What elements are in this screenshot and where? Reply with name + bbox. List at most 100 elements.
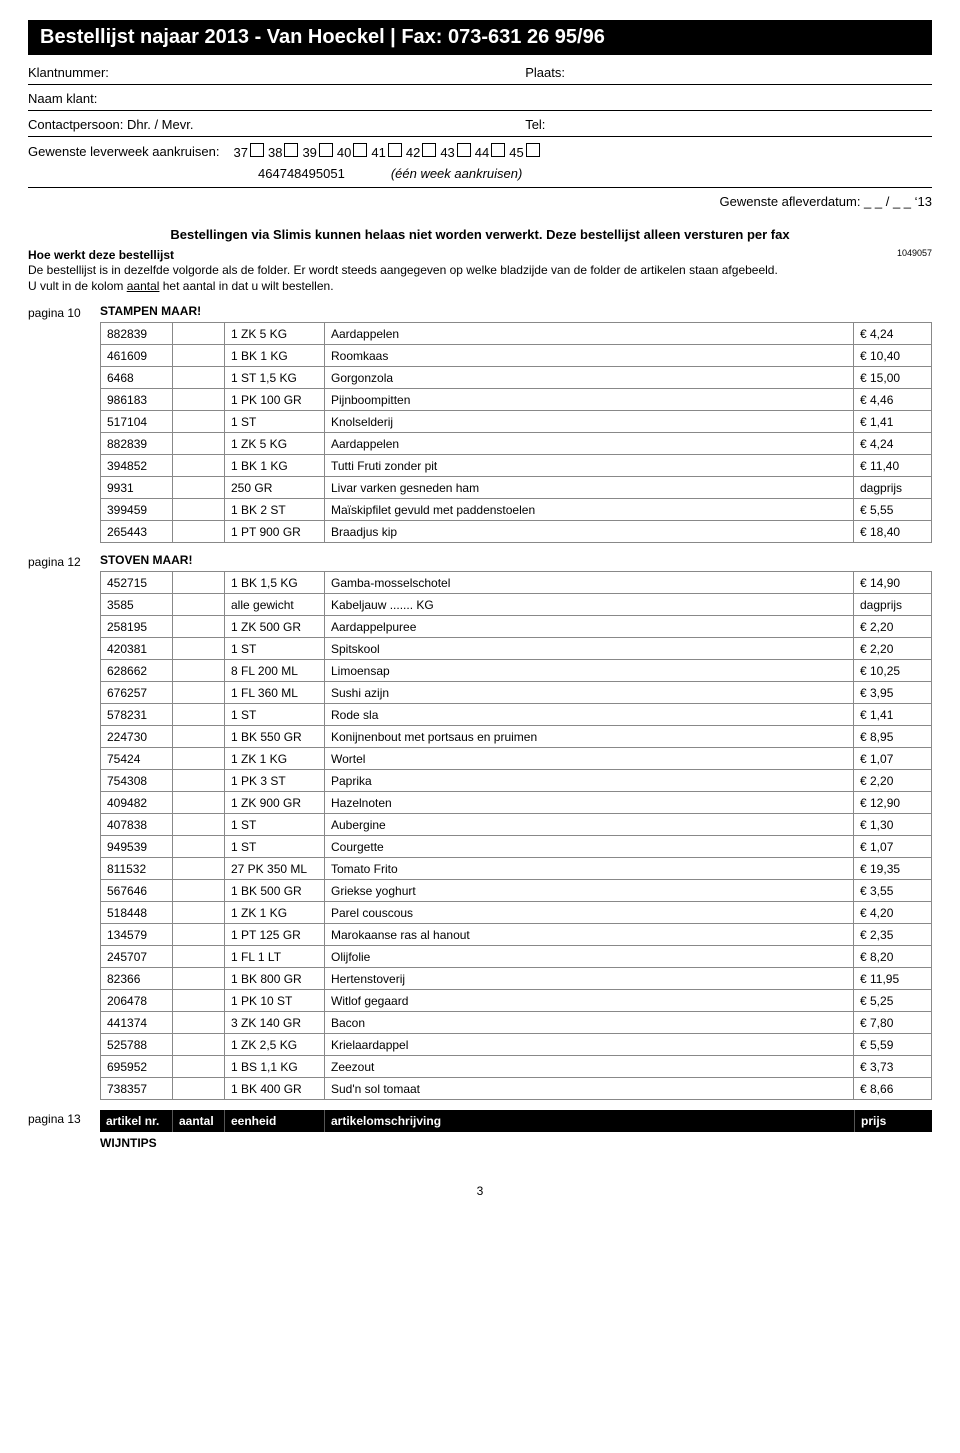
cell-desc: Aardappelen [325, 323, 854, 345]
cell-artnr: 452715 [101, 572, 173, 594]
week-checkbox[interactable] [284, 143, 298, 157]
cell-qty-input[interactable] [173, 455, 225, 477]
cell-qty-input[interactable] [173, 682, 225, 704]
cell-unit: alle gewicht [225, 594, 325, 616]
cell-qty-input[interactable] [173, 1056, 225, 1078]
cell-price: € 1,41 [854, 704, 932, 726]
week-number: 46 [258, 166, 272, 181]
cell-qty-input[interactable] [173, 880, 225, 902]
cell-qty-input[interactable] [173, 638, 225, 660]
table-row: 4527151 BK 1,5 KGGamba-mosselschotel€ 14… [101, 572, 932, 594]
footer-col-artnr: artikel nr. [100, 1110, 172, 1132]
week-checkbox[interactable] [353, 143, 367, 157]
order-section: pagina 12STOVEN MAAR!4527151 BK 1,5 KGGa… [28, 553, 932, 1100]
week-checkbox[interactable] [388, 143, 402, 157]
cell-qty-input[interactable] [173, 748, 225, 770]
page-number: 3 [28, 1184, 932, 1198]
table-row: 6762571 FL 360 MLSushi azijn€ 3,95 [101, 682, 932, 704]
contact-label: Contactpersoon: Dhr. / Mevr. [28, 117, 525, 132]
cell-qty-input[interactable] [173, 572, 225, 594]
cell-qty-input[interactable] [173, 433, 225, 455]
cell-qty-input[interactable] [173, 726, 225, 748]
cell-qty-input[interactable] [173, 660, 225, 682]
cell-unit: 3 ZK 140 GR [225, 1012, 325, 1034]
cell-desc: Hertenstoverij [325, 968, 854, 990]
cell-qty-input[interactable] [173, 946, 225, 968]
cell-unit: 1 ZK 2,5 KG [225, 1034, 325, 1056]
cell-desc: Parel couscous [325, 902, 854, 924]
week-checkbox[interactable] [491, 143, 505, 157]
cell-qty-input[interactable] [173, 770, 225, 792]
cell-qty-input[interactable] [173, 389, 225, 411]
week-number: 51 [330, 166, 344, 181]
cell-price: € 2,20 [854, 616, 932, 638]
cell-artnr: 986183 [101, 389, 173, 411]
table-row: 9861831 PK 100 GRPijnboompitten€ 4,46 [101, 389, 932, 411]
cell-price: dagprijs [854, 594, 932, 616]
cell-artnr: 628662 [101, 660, 173, 682]
cell-qty-input[interactable] [173, 323, 225, 345]
week-checkbox[interactable] [526, 143, 540, 157]
week-number: 49 [301, 166, 315, 181]
cell-desc: Aardappelpuree [325, 616, 854, 638]
cell-artnr: 882839 [101, 323, 173, 345]
cell-qty-input[interactable] [173, 499, 225, 521]
cell-qty-input[interactable] [173, 902, 225, 924]
cell-artnr: 525788 [101, 1034, 173, 1056]
cell-qty-input[interactable] [173, 858, 225, 880]
cell-qty-input[interactable] [173, 477, 225, 499]
cell-qty-input[interactable] [173, 814, 225, 836]
cell-qty-input[interactable] [173, 704, 225, 726]
cell-price: € 15,00 [854, 367, 932, 389]
week-number: 40 [337, 145, 351, 160]
cell-qty-input[interactable] [173, 345, 225, 367]
table-row: 5782311 STRode sla€ 1,41 [101, 704, 932, 726]
cell-price: € 4,24 [854, 433, 932, 455]
cell-qty-input[interactable] [173, 924, 225, 946]
cell-qty-input[interactable] [173, 1034, 225, 1056]
cell-qty-input[interactable] [173, 1078, 225, 1100]
cell-unit: 1 BK 500 GR [225, 880, 325, 902]
cell-price: € 8,20 [854, 946, 932, 968]
cell-qty-input[interactable] [173, 521, 225, 543]
week-checkbox[interactable] [457, 143, 471, 157]
cell-artnr: 399459 [101, 499, 173, 521]
week-number: 38 [268, 145, 282, 160]
cell-unit: 1 ZK 5 KG [225, 433, 325, 455]
table-row: 5257881 ZK 2,5 KGKrielaardappel€ 5,59 [101, 1034, 932, 1056]
week-checkbox[interactable] [250, 143, 264, 157]
cell-qty-input[interactable] [173, 411, 225, 433]
footer-col-prijs: prijs [854, 1110, 932, 1132]
cell-qty-input[interactable] [173, 1012, 225, 1034]
table-row: 2247301 BK 550 GRKonijnenbout met portsa… [101, 726, 932, 748]
week-checkbox[interactable] [422, 143, 436, 157]
cell-artnr: 676257 [101, 682, 173, 704]
week-number: 48 [287, 166, 301, 181]
week-checkbox[interactable] [319, 143, 333, 157]
cell-artnr: 245707 [101, 946, 173, 968]
cell-qty-input[interactable] [173, 367, 225, 389]
cell-desc: Griekse yoghurt [325, 880, 854, 902]
cell-qty-input[interactable] [173, 616, 225, 638]
cell-qty-input[interactable] [173, 836, 225, 858]
week-number: 43 [440, 145, 454, 160]
week-line-2: 464748495051 (één week aankruisen) [28, 166, 932, 181]
cell-qty-input[interactable] [173, 968, 225, 990]
cell-qty-input[interactable] [173, 990, 225, 1012]
table-row: 8828391 ZK 5 KGAardappelen€ 4,24 [101, 323, 932, 345]
week-row: Gewenste leverweek aankruisen: 373839404… [28, 137, 932, 188]
cell-artnr: 258195 [101, 616, 173, 638]
cell-price: € 18,40 [854, 521, 932, 543]
cell-unit: 1 ST [225, 704, 325, 726]
cell-desc: Wortel [325, 748, 854, 770]
cell-unit: 1 ZK 500 GR [225, 616, 325, 638]
cell-desc: Gorgonzola [325, 367, 854, 389]
cell-artnr: 134579 [101, 924, 173, 946]
cell-artnr: 518448 [101, 902, 173, 924]
cell-qty-input[interactable] [173, 594, 225, 616]
cell-unit: 1 ST 1,5 KG [225, 367, 325, 389]
table-row: 823661 BK 800 GRHertenstoverij€ 11,95 [101, 968, 932, 990]
cell-qty-input[interactable] [173, 792, 225, 814]
intro-line2-underline: aantal [127, 279, 160, 293]
intro-line1: De bestellijst is in dezelfde volgorde a… [28, 263, 778, 277]
